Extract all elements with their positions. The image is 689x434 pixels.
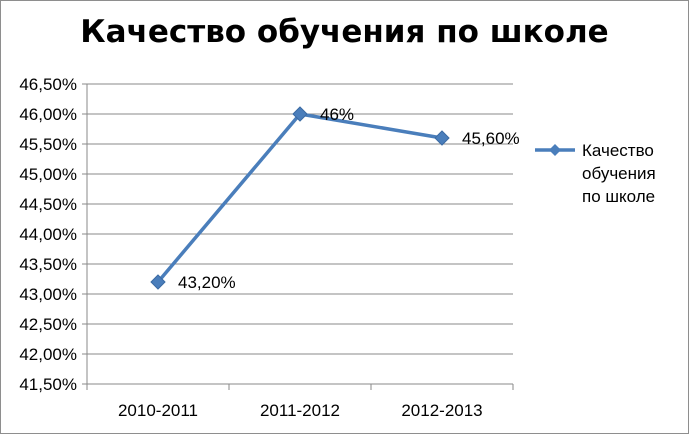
y-tick-label: 43,00%: [19, 285, 77, 304]
data-point-marker: [150, 274, 166, 290]
data-label: 43,20%: [178, 273, 236, 292]
data-point-marker: [434, 130, 450, 146]
chart-title: Качество обучения по школе: [80, 14, 609, 50]
y-tick-label: 44,50%: [19, 195, 77, 214]
x-tick-label: 2012-2013: [401, 401, 482, 420]
legend-marker: [549, 144, 561, 156]
y-tick-label: 42,50%: [19, 315, 77, 334]
data-label: 45,60%: [462, 129, 520, 148]
legend-label: обучения: [582, 164, 656, 183]
y-tick-label: 43,50%: [19, 255, 77, 274]
y-tick-label: 44,00%: [19, 225, 77, 244]
data-point-marker: [292, 106, 308, 122]
series-line: [156, 112, 443, 284]
y-tick-label: 46,50%: [19, 75, 77, 94]
legend-label: Качество: [582, 141, 654, 160]
legend-label: по школе: [582, 187, 655, 206]
y-tick-label: 46,00%: [19, 105, 77, 124]
data-label: 46%: [320, 105, 354, 124]
y-tick-label: 42,00%: [19, 345, 77, 364]
y-tick-label: 41,50%: [19, 375, 77, 394]
y-tick-label: 45,00%: [19, 165, 77, 184]
x-tick-label: 2010-2011: [118, 401, 198, 420]
x-tick-label: 2011-2012: [260, 401, 340, 420]
y-tick-label: 45,50%: [19, 135, 77, 154]
